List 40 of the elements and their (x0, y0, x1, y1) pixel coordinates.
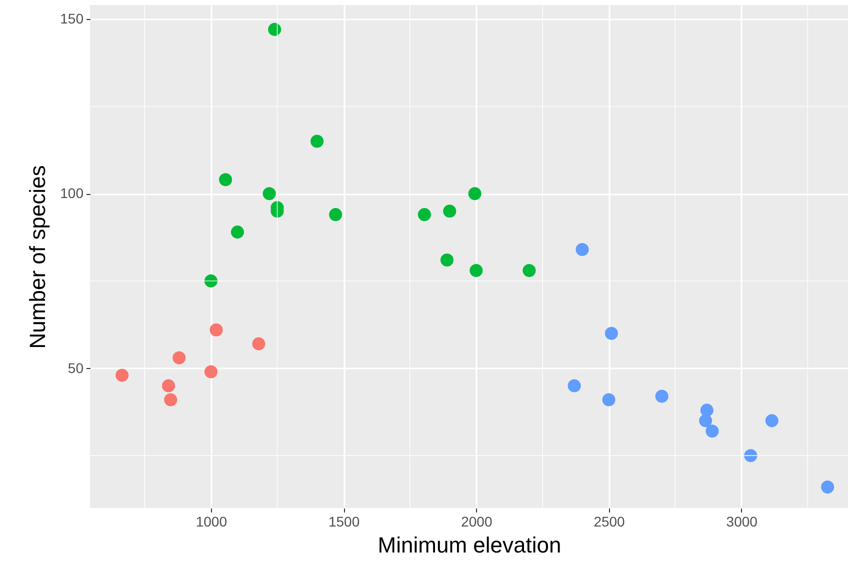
point (765, 414, 778, 428)
point (210, 323, 223, 336)
y-tick-label: 50 (68, 360, 84, 376)
point (568, 379, 581, 392)
point (219, 173, 232, 186)
point (602, 393, 616, 406)
x-axis-title: Minimum elevation (378, 532, 562, 558)
point (204, 274, 218, 288)
point (418, 208, 431, 222)
point (522, 264, 536, 277)
point (821, 480, 834, 494)
point (230, 226, 244, 239)
y-tick-label: 150 (60, 10, 84, 26)
point (655, 390, 668, 403)
point (576, 243, 589, 256)
point (699, 414, 712, 428)
x-tick-label: 2000 (461, 514, 492, 530)
point (443, 204, 456, 218)
point (468, 187, 482, 200)
point (470, 264, 483, 277)
x-tick-label: 1500 (328, 514, 360, 530)
point (204, 365, 218, 378)
point (116, 368, 129, 382)
point (252, 337, 266, 350)
y-axis-title: Number of species (25, 165, 50, 349)
x-tick-label: 2500 (594, 514, 626, 530)
y-tick-label: 100 (60, 185, 84, 202)
point (706, 424, 719, 438)
point (172, 351, 186, 364)
x-tick-label: 1000 (196, 514, 228, 530)
point (440, 253, 454, 266)
point (162, 379, 176, 392)
point (310, 134, 324, 148)
point (744, 449, 758, 462)
x-tick-label: 3000 (726, 514, 758, 530)
point (329, 208, 342, 222)
point (164, 393, 178, 406)
point (262, 187, 276, 200)
point (268, 22, 282, 36)
point (604, 326, 618, 340)
